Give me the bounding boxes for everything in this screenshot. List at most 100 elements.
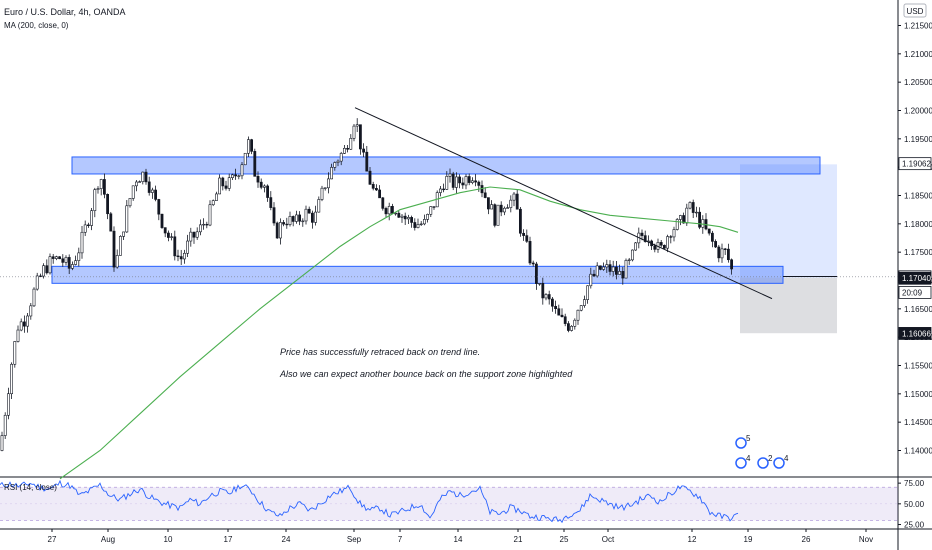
event-badge-icon[interactable] xyxy=(735,437,747,449)
candle-body xyxy=(669,236,673,238)
candle-body xyxy=(630,249,634,261)
time-tick-label: 12 xyxy=(688,535,697,544)
candle-body xyxy=(231,174,234,178)
candle-body xyxy=(682,215,686,224)
candle-body xyxy=(531,262,535,265)
candle-body xyxy=(432,206,436,208)
candle-body xyxy=(0,435,4,451)
price-label-box[interactable] xyxy=(898,157,932,171)
time-tick-label: 14 xyxy=(454,535,463,544)
candle-body xyxy=(662,244,666,249)
trend-line[interactable] xyxy=(354,107,773,300)
candle-body xyxy=(570,325,574,331)
candle-body xyxy=(406,217,410,220)
candle-body xyxy=(128,198,132,207)
candle-body xyxy=(294,214,298,222)
candle-body xyxy=(355,124,359,127)
candle-body xyxy=(131,185,135,199)
rsi-pane[interactable] xyxy=(0,478,898,528)
candle-body xyxy=(598,265,602,270)
candle-body xyxy=(723,248,727,250)
candle-body xyxy=(186,240,190,254)
candle-body xyxy=(77,252,81,261)
candle-body xyxy=(413,222,417,228)
candle-body xyxy=(202,223,206,226)
resistance-zone[interactable] xyxy=(71,156,821,175)
price-tick-label: 1.17500 xyxy=(904,248,932,257)
candle-body xyxy=(614,266,618,275)
analysis-note-1: Price has successfully retraced back on … xyxy=(280,347,480,357)
candle-body xyxy=(342,147,346,154)
flag-icon[interactable] xyxy=(735,457,747,469)
rsi-group xyxy=(0,479,898,524)
candle-body xyxy=(362,148,366,153)
position-boxes[interactable] xyxy=(740,164,837,334)
flag-icon[interactable] xyxy=(773,457,785,469)
candle-body xyxy=(515,193,519,210)
candle-body xyxy=(109,213,113,232)
candle-body xyxy=(51,256,55,259)
candle-body xyxy=(694,211,698,214)
candle-body xyxy=(317,199,321,213)
candle-body xyxy=(426,214,430,220)
candle-body xyxy=(691,202,695,213)
price-tick-label: 1.20000 xyxy=(904,107,932,116)
candle-body xyxy=(502,207,506,213)
candle-body xyxy=(483,192,487,198)
candle-body xyxy=(71,264,74,269)
candle-body xyxy=(250,139,254,152)
candle-body xyxy=(403,215,407,220)
candle-body xyxy=(243,152,247,166)
candle-body xyxy=(26,315,30,327)
candle-body xyxy=(80,231,84,254)
candle-body xyxy=(218,177,222,195)
candle-body xyxy=(19,321,23,331)
candle-body xyxy=(422,219,426,225)
candle-body xyxy=(698,211,702,228)
price-axis[interactable]: 1.21500 1.21000 1.20500 1.20000 1.19500 1.190… xyxy=(898,22,932,456)
rsi-axis: 75.00 50.00 25.00 xyxy=(898,479,925,530)
support-zone[interactable] xyxy=(51,265,784,284)
price-tick-label: 1.16500 xyxy=(904,305,932,314)
price-tick-label: 1.14000 xyxy=(904,447,932,456)
candle-body xyxy=(151,189,154,193)
candle-body xyxy=(262,185,266,188)
candle-body xyxy=(486,197,490,210)
trend-line-group[interactable] xyxy=(354,107,773,300)
candle-body xyxy=(87,224,90,226)
price-tick-label: 1.19500 xyxy=(904,135,932,144)
event-badges[interactable]: 5 4 2 4 xyxy=(735,434,789,469)
candle-body xyxy=(115,255,119,268)
candle-body xyxy=(135,181,138,187)
flag-icon[interactable] xyxy=(757,457,769,469)
candle-body xyxy=(688,202,692,209)
time-axis[interactable]: 27 Aug 10 17 24 Sep 7 14 21 25 Oct 12 19 26 Nov xyxy=(48,529,874,544)
target-box[interactable] xyxy=(740,164,837,278)
candle-body xyxy=(64,257,68,263)
stop-box[interactable] xyxy=(740,277,837,334)
time-tick-label: Sep xyxy=(347,535,362,544)
candle-body xyxy=(394,212,398,215)
zones[interactable] xyxy=(51,156,821,284)
candle-body xyxy=(438,188,442,193)
candle-body xyxy=(163,227,167,234)
candle-body xyxy=(93,189,97,211)
candle-body xyxy=(99,179,103,189)
main-pane[interactable] xyxy=(0,0,898,476)
candle-body xyxy=(336,160,340,163)
price-label-box[interactable] xyxy=(898,271,932,285)
candle-body xyxy=(147,181,151,193)
candle-body xyxy=(339,153,343,162)
candle-body xyxy=(659,242,663,246)
time-tick-label: 10 xyxy=(164,535,173,544)
currency-badge[interactable] xyxy=(903,3,927,18)
candle-body xyxy=(58,256,62,260)
price-label-box[interactable] xyxy=(898,285,932,299)
candle-body xyxy=(352,125,356,139)
candle-body xyxy=(458,176,462,184)
event-count-c: 2 xyxy=(768,454,773,463)
price-label-box[interactable] xyxy=(898,327,932,340)
candle-body xyxy=(189,231,193,242)
candle-body xyxy=(493,204,497,226)
candle-body xyxy=(208,204,212,226)
